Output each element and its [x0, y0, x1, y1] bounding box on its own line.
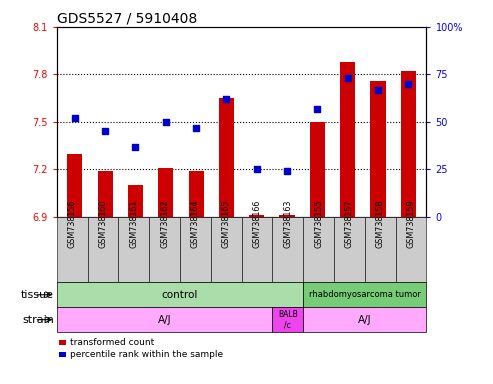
Point — [344, 75, 352, 81]
Bar — [219, 98, 234, 217]
Text: A/J: A/J — [358, 314, 372, 325]
Point — [404, 81, 412, 87]
Text: rhabdomyosarcoma tumor: rhabdomyosarcoma tumor — [309, 290, 421, 299]
Bar — [128, 185, 143, 217]
Point — [132, 144, 140, 150]
Text: GSM738159: GSM738159 — [407, 199, 416, 248]
Text: BALB
/c: BALB /c — [278, 310, 298, 329]
Text: GSM738165: GSM738165 — [222, 199, 231, 248]
Text: control: control — [162, 290, 198, 300]
Bar — [158, 168, 174, 217]
Text: strain: strain — [22, 314, 54, 325]
Text: tissue: tissue — [21, 290, 54, 300]
Point — [283, 168, 291, 174]
Bar — [68, 154, 82, 217]
Text: GSM738163: GSM738163 — [283, 199, 292, 248]
Text: GSM738162: GSM738162 — [160, 199, 169, 248]
Point — [222, 96, 230, 102]
Text: GSM738160: GSM738160 — [99, 199, 107, 248]
Bar — [280, 215, 295, 217]
Point — [162, 119, 170, 125]
Text: A/J: A/J — [158, 314, 172, 325]
Text: GSM738161: GSM738161 — [129, 199, 138, 248]
Bar — [401, 71, 416, 217]
Text: GSM738155: GSM738155 — [314, 199, 323, 248]
Text: GDS5527 / 5910408: GDS5527 / 5910408 — [57, 12, 197, 26]
Point — [253, 166, 261, 172]
Bar — [340, 62, 355, 217]
Point — [314, 106, 321, 112]
Bar — [188, 171, 204, 217]
Bar — [98, 171, 113, 217]
Text: GSM738158: GSM738158 — [376, 199, 385, 248]
Text: GSM738166: GSM738166 — [252, 199, 261, 248]
Bar — [310, 122, 325, 217]
Point — [374, 86, 382, 93]
Bar — [370, 81, 386, 217]
Text: percentile rank within the sample: percentile rank within the sample — [70, 350, 223, 359]
Point — [192, 124, 200, 131]
Text: GSM738156: GSM738156 — [68, 199, 76, 248]
Text: GSM738157: GSM738157 — [345, 199, 354, 248]
Text: transformed count: transformed count — [70, 338, 154, 347]
Point — [71, 115, 79, 121]
Bar — [249, 215, 264, 217]
Text: GSM738164: GSM738164 — [191, 199, 200, 248]
Point — [101, 128, 109, 134]
